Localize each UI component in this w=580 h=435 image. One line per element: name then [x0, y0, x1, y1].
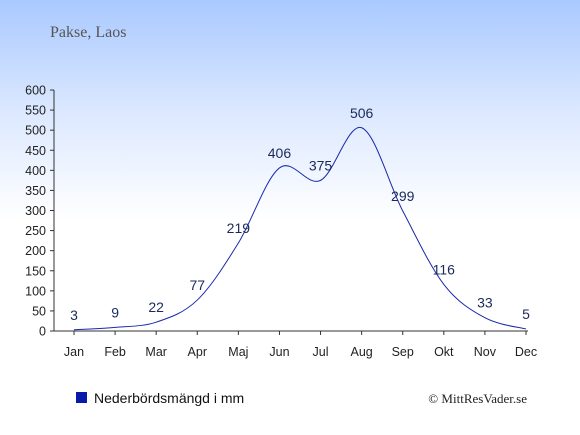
data-label: 406 [268, 145, 292, 161]
x-tick-label: Nov [474, 345, 497, 359]
data-label: 9 [111, 304, 119, 320]
y-tick-label: 150 [25, 264, 46, 278]
x-tick-label: Jun [269, 345, 289, 359]
x-tick-label: Maj [228, 345, 248, 359]
x-tick-label: Okt [434, 345, 454, 359]
data-label: 299 [391, 188, 415, 204]
legend-label: Nederbördsmängd i mm [94, 390, 244, 406]
credit-text: © MittResVader.se [428, 391, 527, 406]
data-label: 506 [350, 105, 374, 121]
y-tick-label: 400 [25, 164, 46, 178]
y-tick-label: 50 [32, 304, 46, 318]
x-tick-label: Apr [188, 345, 207, 359]
tick-labels: 0 50 100 150 200 250 300 350 400 450 500 550 600 Jan F… [25, 84, 537, 360]
data-label: 5 [522, 306, 530, 322]
y-tick-label: 250 [25, 224, 46, 238]
data-label: 116 [433, 261, 456, 277]
y-tick-label: 350 [25, 184, 46, 198]
chart-title: Pakse, Laos [50, 24, 126, 41]
x-tick-label: Feb [104, 345, 126, 359]
data-label: 77 [189, 277, 205, 293]
y-tick-label: 100 [25, 284, 46, 298]
y-tick-label: 500 [25, 124, 46, 138]
data-label: 22 [148, 299, 164, 315]
data-label: 375 [309, 157, 333, 173]
data-labels: 3 9 22 77 219 406 375 506 299 116 33 5 [70, 105, 530, 323]
y-tick-label: 0 [39, 325, 46, 339]
chart-axes [50, 89, 528, 335]
legend: Nederbördsmängd i mm [76, 390, 244, 406]
data-label: 3 [70, 307, 78, 323]
y-tick-label: 200 [25, 244, 46, 258]
x-tick-label: Jan [64, 345, 84, 359]
legend-marker [76, 392, 87, 403]
y-tick-label: 300 [25, 204, 46, 218]
y-tick-label: 450 [25, 144, 46, 158]
x-tick-label: Jul [313, 345, 329, 359]
x-tick-label: Dec [515, 345, 537, 359]
x-tick-label: Aug [351, 345, 373, 359]
x-tick-label: Sep [392, 345, 414, 359]
data-label: 219 [227, 220, 251, 236]
x-tick-label: Mar [145, 345, 167, 359]
data-label: 33 [477, 295, 493, 311]
y-tick-label: 600 [25, 84, 46, 98]
y-tick-label: 550 [25, 104, 46, 118]
series-line [73, 127, 527, 331]
